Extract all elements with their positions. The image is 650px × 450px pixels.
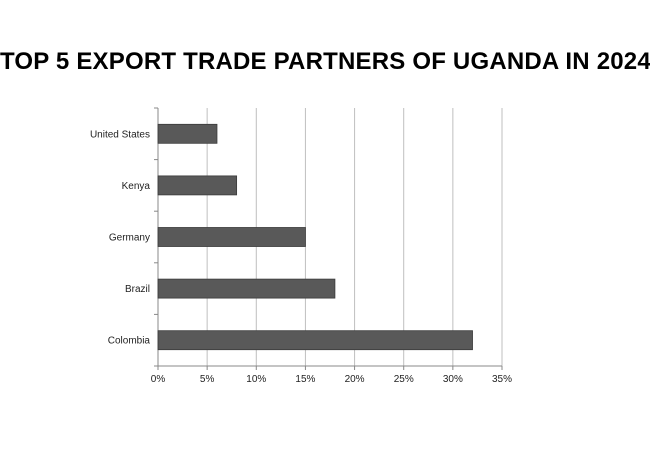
- x-tick-label: 0%: [151, 374, 166, 385]
- category-label: United States: [90, 129, 150, 140]
- x-tick-label: 30%: [443, 374, 463, 385]
- bar: [157, 175, 238, 196]
- category-label: Brazil: [125, 284, 150, 295]
- chart-title: TOP 5 EXPORT TRADE PARTNERS OF UGANDA IN…: [0, 48, 650, 75]
- x-tick-label: 10%: [246, 374, 266, 385]
- x-tick-label: 15%: [295, 374, 315, 385]
- x-tick-label: 20%: [345, 374, 365, 385]
- x-tick-label: 25%: [394, 374, 414, 385]
- bar: [157, 330, 473, 351]
- bar: [157, 123, 218, 144]
- x-tick-label: 35%: [492, 374, 512, 385]
- category-label: Colombia: [108, 336, 151, 347]
- x-tick-label: 5%: [200, 374, 215, 385]
- bar: [157, 227, 306, 247]
- category-label: Germany: [109, 233, 150, 244]
- bar: [157, 278, 336, 299]
- category-label: Kenya: [122, 181, 151, 192]
